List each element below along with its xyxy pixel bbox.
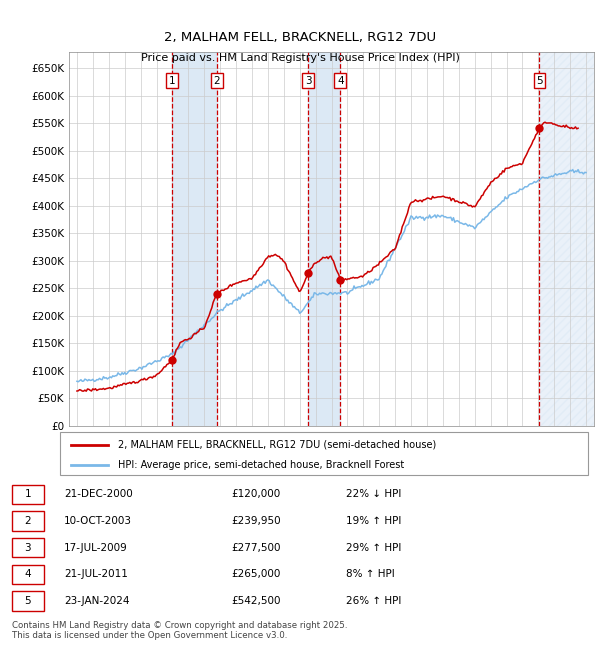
- Text: 3: 3: [25, 543, 31, 552]
- Text: 21-JUL-2011: 21-JUL-2011: [64, 569, 128, 579]
- Text: Contains HM Land Registry data © Crown copyright and database right 2025.
This d: Contains HM Land Registry data © Crown c…: [12, 621, 347, 640]
- Text: £265,000: £265,000: [231, 569, 280, 579]
- Text: 29% ↑ HPI: 29% ↑ HPI: [346, 543, 401, 552]
- Text: Price paid vs. HM Land Registry's House Price Index (HPI): Price paid vs. HM Land Registry's House …: [140, 53, 460, 63]
- Text: 5: 5: [536, 75, 543, 86]
- FancyBboxPatch shape: [12, 485, 44, 504]
- Text: £120,000: £120,000: [231, 489, 280, 499]
- Text: 3: 3: [305, 75, 311, 86]
- Text: 21-DEC-2000: 21-DEC-2000: [64, 489, 133, 499]
- Bar: [308, 52, 340, 426]
- Text: 2, MALHAM FELL, BRACKNELL, RG12 7DU: 2, MALHAM FELL, BRACKNELL, RG12 7DU: [164, 31, 436, 44]
- Text: 23-JAN-2024: 23-JAN-2024: [64, 596, 130, 606]
- Bar: [172, 52, 217, 426]
- Text: 5: 5: [25, 596, 31, 606]
- FancyBboxPatch shape: [12, 512, 44, 530]
- Bar: [539, 52, 594, 426]
- Text: 8% ↑ HPI: 8% ↑ HPI: [346, 569, 395, 579]
- FancyBboxPatch shape: [12, 538, 44, 557]
- Text: 1: 1: [169, 75, 175, 86]
- Text: 10-OCT-2003: 10-OCT-2003: [64, 516, 132, 526]
- FancyBboxPatch shape: [12, 592, 44, 610]
- Text: £277,500: £277,500: [231, 543, 280, 552]
- Text: 22% ↓ HPI: 22% ↓ HPI: [346, 489, 401, 499]
- Text: 26% ↑ HPI: 26% ↑ HPI: [346, 596, 401, 606]
- Text: 2, MALHAM FELL, BRACKNELL, RG12 7DU (semi-detached house): 2, MALHAM FELL, BRACKNELL, RG12 7DU (sem…: [118, 440, 436, 450]
- Text: HPI: Average price, semi-detached house, Bracknell Forest: HPI: Average price, semi-detached house,…: [118, 460, 404, 470]
- Text: 2: 2: [25, 516, 31, 526]
- Text: 2: 2: [214, 75, 220, 86]
- Text: 1: 1: [25, 489, 31, 499]
- FancyBboxPatch shape: [12, 565, 44, 584]
- Text: £239,950: £239,950: [231, 516, 281, 526]
- Text: 4: 4: [337, 75, 344, 86]
- Text: 19% ↑ HPI: 19% ↑ HPI: [346, 516, 401, 526]
- Text: £542,500: £542,500: [231, 596, 280, 606]
- Text: 17-JUL-2009: 17-JUL-2009: [64, 543, 128, 552]
- Text: 4: 4: [25, 569, 31, 579]
